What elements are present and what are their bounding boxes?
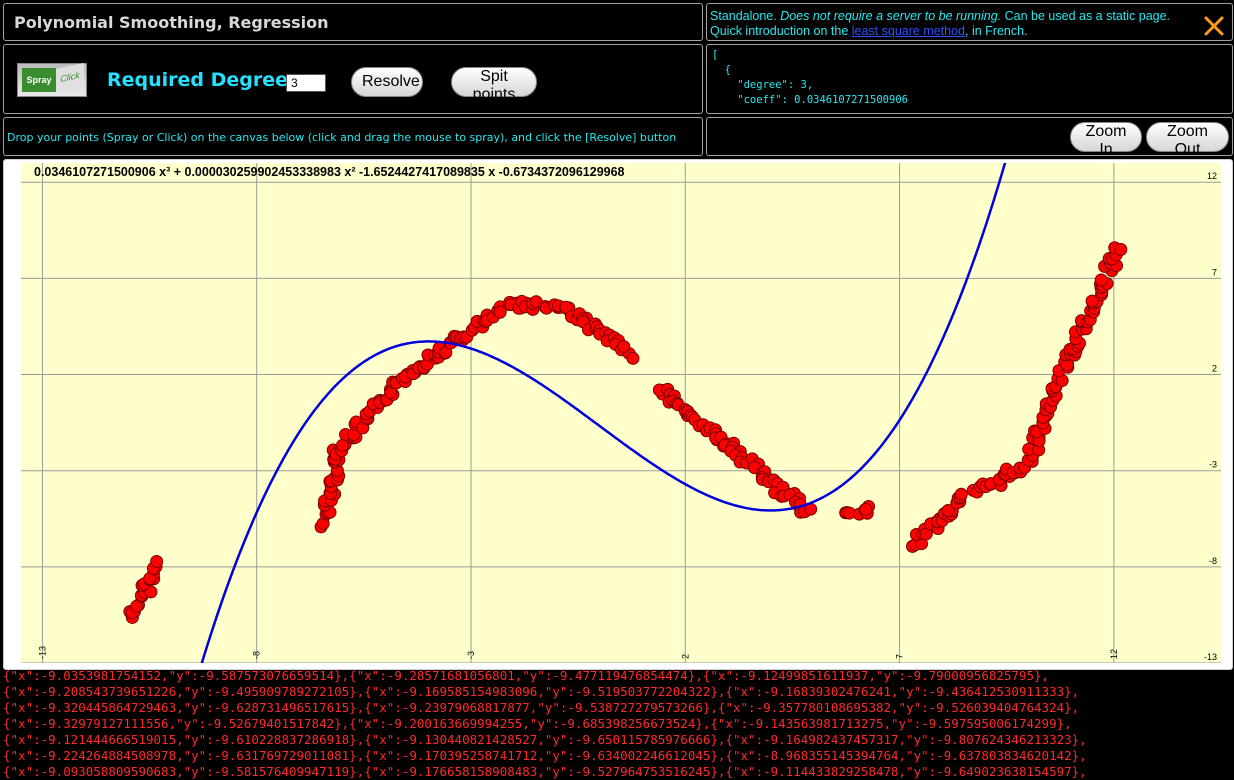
x-tick-label: -8 xyxy=(252,651,262,659)
points-data-line: {"x":-9.208543739651226,"y":-9.495909789… xyxy=(3,684,1080,699)
data-point xyxy=(1085,294,1099,308)
regression-curve xyxy=(200,163,1007,663)
data-point xyxy=(1114,242,1128,256)
data-point xyxy=(150,555,164,569)
zoom-out-button[interactable]: Zoom Out xyxy=(1146,122,1229,158)
points-data-line: {"x":-9.320445864729463,"y":-9.628731496… xyxy=(3,700,1080,715)
x-tick-label: 2 xyxy=(680,654,690,659)
data-point xyxy=(493,305,507,319)
resolve-button[interactable]: Resolve xyxy=(351,67,423,97)
points-data-line: {"x":-9.224264884508978,"y":-9.631769729… xyxy=(3,748,1087,763)
info-static-page-text: Can be used as a static page. xyxy=(1001,9,1171,23)
points-data-line: {"x":-9.093058809590683,"y":-9.581576409… xyxy=(3,764,1087,779)
points-data-text[interactable]: {"x":-9.0353981754152,"y":-9.58757307665… xyxy=(3,668,1234,780)
logo-spray: Spray xyxy=(22,68,56,92)
controls-panel: Spray Click Required Degree : Resolve Sp… xyxy=(3,44,703,114)
y-tick-label: -8 xyxy=(1209,556,1217,566)
title-panel: Polynomial Smoothing, Regression xyxy=(3,3,703,41)
y-tick-label: -3 xyxy=(1209,460,1217,470)
y-tick-label: -13 xyxy=(1204,652,1217,662)
instructions-panel: Drop your points (Spray or Click) on the… xyxy=(3,117,703,156)
y-tick-label: 2 xyxy=(1212,364,1217,374)
y-tick-label: 12 xyxy=(1207,171,1217,181)
zoom-in-button[interactable]: Zoom In xyxy=(1070,122,1142,158)
info-intro-text: Quick introduction on the xyxy=(710,24,852,38)
info-no-server-text: Does not require a server to be running. xyxy=(780,9,1002,23)
tick-labels: -13 -8 -3 2 7 12 12 7 2 -3 -8 -13 xyxy=(37,171,1217,662)
info-standalone-text: Standalone. xyxy=(710,9,781,23)
info-panel: Standalone. Does not require a server to… xyxy=(706,3,1233,41)
plot-background xyxy=(21,163,1221,663)
logo-click: Click xyxy=(56,63,84,91)
points-data-line: {"x":-9.0353981754152,"y":-9.58757307665… xyxy=(3,668,1050,683)
spit-points-button[interactable]: Spit points xyxy=(451,67,537,103)
data-point xyxy=(617,340,631,354)
info-line-standalone: Standalone. Does not require a server to… xyxy=(710,9,1170,23)
plot-canvas[interactable]: -13 -8 -3 2 7 12 12 7 2 -3 -8 -13 xyxy=(21,163,1221,663)
x-tick-label: -3 xyxy=(466,651,476,659)
spray-click-logo: Spray Click xyxy=(17,63,87,97)
info-french-text: , in French. xyxy=(965,24,1028,38)
data-point xyxy=(626,351,640,365)
instructions-text: Drop your points (Spray or Click) on the… xyxy=(7,131,677,144)
points-data-line: {"x":-9.121444666519015,"y":-9.610228837… xyxy=(3,732,1087,747)
canvas-panel[interactable]: -13 -8 -3 2 7 12 12 7 2 -3 -8 -13 0.034610727150090… xyxy=(3,159,1233,670)
least-square-link[interactable]: least square method xyxy=(851,24,966,38)
info-line-intro: Quick introduction on the least square m… xyxy=(710,24,1028,38)
degree-label: Required Degree : xyxy=(107,69,303,91)
points-data-line: {"x":-9.32979127111556,"y":-9.5267940151… xyxy=(3,716,1072,731)
y-tick-label: 7 xyxy=(1212,267,1217,277)
x-tick-label: 12 xyxy=(1109,649,1119,659)
data-point xyxy=(859,502,873,516)
equation-label: 0.0346107271500906 x³ + 0.00003025990245… xyxy=(34,165,625,179)
degree-input[interactable] xyxy=(286,74,326,92)
page-title: Polynomial Smoothing, Regression xyxy=(14,13,329,32)
close-icon[interactable] xyxy=(1202,14,1226,38)
data-point xyxy=(941,504,955,518)
json-output: [ { "degree": 3, "coeff": 0.034610727150… xyxy=(712,49,908,106)
x-tick-label: 7 xyxy=(895,654,905,659)
json-output-panel[interactable]: [ { "degree": 3, "coeff": 0.034610727150… xyxy=(706,44,1233,114)
data-points xyxy=(123,241,1128,624)
data-point xyxy=(954,487,968,501)
x-tick-label: -13 xyxy=(37,646,47,659)
zoom-panel: Zoom In Zoom Out xyxy=(706,117,1233,158)
data-point xyxy=(1094,273,1108,287)
